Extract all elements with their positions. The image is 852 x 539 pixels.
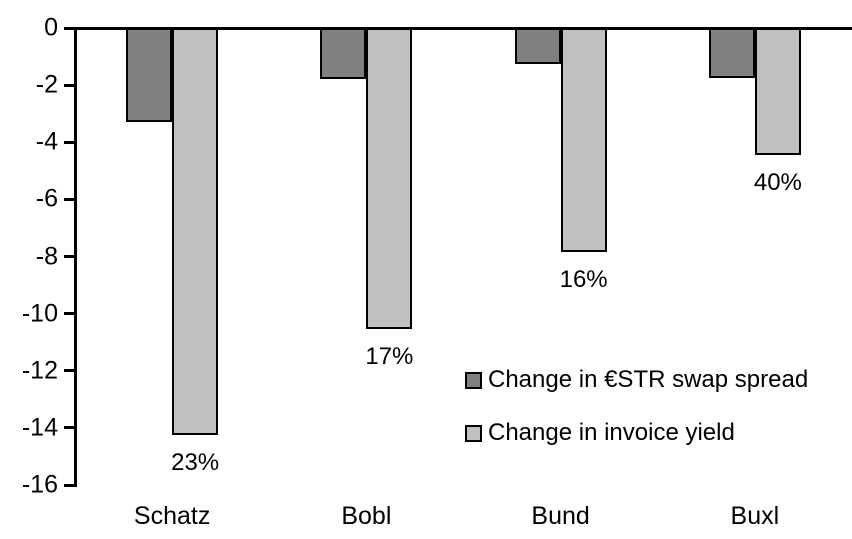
y-tick-mark [64, 312, 75, 316]
swap-spread-swatch-icon [465, 371, 482, 389]
y-tick-label: 0 [44, 13, 58, 42]
y-tick-label: -12 [21, 356, 58, 385]
bar-percent-label: 17% [365, 343, 414, 371]
y-tick-mark [64, 255, 75, 258]
y-tick-label: -8 [35, 242, 58, 270]
bar-percent-label: 40% [753, 169, 802, 197]
bar-percent-label: 23% [171, 449, 220, 477]
y-tick-mark [64, 83, 75, 87]
swap-spread-bar-schatz [126, 28, 173, 123]
category-label-buxl: Buxl [730, 502, 780, 530]
legend-label-swap-spread: Change in €STR swap spread [488, 366, 809, 393]
y-tick-mark [64, 483, 75, 487]
invoice-yield-swatch-icon [465, 424, 482, 442]
y-tick-mark [64, 426, 75, 430]
legend-label-invoice-yield: Change in invoice yield [488, 419, 735, 446]
legend-item-swap-spread: Change in €STR swap spread [465, 366, 808, 394]
invoice-yield-bar-schatz [172, 28, 219, 436]
swap-spread-bar-bund [514, 28, 561, 64]
y-tick-mark [64, 140, 75, 144]
swap-spread-bar-bobl [320, 28, 367, 80]
invoice-yield-bar-bund [560, 28, 607, 253]
y-tick-label: -4 [35, 127, 58, 156]
invoice-yield-bar-bobl [366, 28, 413, 330]
legend-item-invoice-yield: Change in invoice yield [465, 419, 808, 447]
category-label-bobl: Bobl [341, 502, 392, 530]
bar-percent-label: 16% [559, 266, 608, 294]
y-tick-label: -10 [21, 299, 58, 328]
category-label-bund: Bund [531, 502, 590, 530]
category-label-schatz: Schatz [133, 502, 211, 530]
y-tick-label: -2 [35, 70, 58, 99]
legend: Change in €STR swap spread Change in inv… [465, 366, 808, 447]
y-tick-mark [64, 369, 75, 373]
y-tick-label: -16 [21, 470, 58, 499]
y-axis-line [73, 26, 77, 487]
y-tick-label: -14 [21, 413, 58, 442]
swap-spread-bar-buxl [708, 28, 755, 78]
y-tick-mark [64, 197, 75, 201]
invoice-yield-bar-buxl [754, 28, 801, 156]
zero-baseline [64, 26, 852, 30]
y-tick-label: -6 [35, 184, 58, 213]
